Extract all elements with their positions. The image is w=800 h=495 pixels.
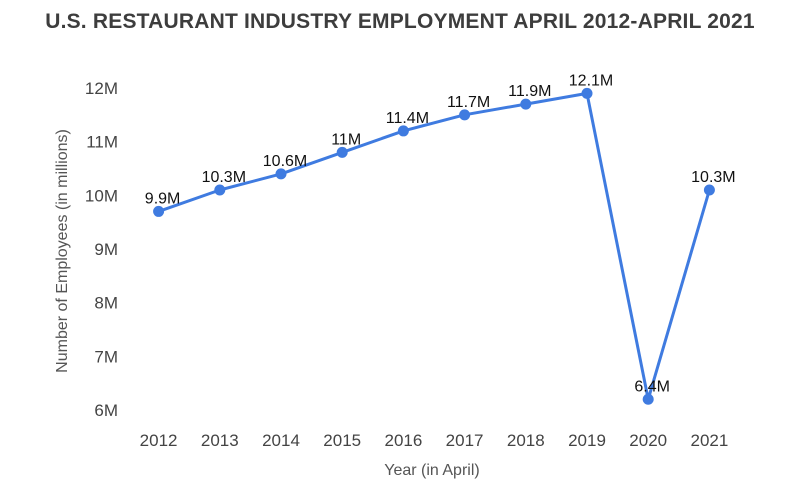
data-label: 10.3M: [202, 169, 246, 186]
x-tick-label: 2016: [384, 431, 422, 450]
data-point: [275, 168, 287, 180]
data-label: 11M: [331, 131, 361, 148]
data-point: [397, 125, 409, 137]
x-tick-label: 2019: [568, 431, 606, 450]
x-tick-label: 2018: [507, 431, 545, 450]
data-label: 11.7M: [447, 94, 490, 111]
x-tick-label: 2015: [323, 431, 361, 450]
x-tick-label: 2020: [629, 431, 667, 450]
series-employment: [153, 87, 715, 405]
data-point: [642, 393, 654, 405]
x-tick-label: 2014: [262, 431, 300, 450]
y-axis: 6M 7M 8M 9M 10M 11M 12M: [85, 79, 118, 420]
y-tick-label: 6M: [94, 401, 118, 420]
x-axis-label: Year (in April): [384, 462, 479, 479]
data-label: 10.6M: [263, 153, 307, 170]
data-labels: 9.9M 10.3M 10.6M 11M 11.4M 11.7M 11.9M 12.1M 6.4…: [145, 72, 736, 395]
y-tick-label: 9M: [94, 240, 118, 259]
data-point: [214, 184, 226, 196]
data-point: [581, 87, 593, 99]
data-label: 6.4M: [634, 378, 670, 395]
x-tick-label: 2021: [690, 431, 728, 450]
data-label: 12.1M: [569, 72, 613, 89]
y-tick-label: 7M: [94, 347, 118, 366]
data-point: [520, 98, 532, 110]
chart-title: U.S. RESTAURANT INDUSTRY EMPLOYMENT APRI…: [45, 10, 755, 33]
y-tick-label: 11M: [86, 133, 118, 152]
series-line: [158, 91, 711, 401]
data-label: 10.3M: [691, 169, 735, 186]
x-tick-label: 2017: [446, 431, 484, 450]
data-label: 11.9M: [508, 83, 551, 100]
data-label: 9.9M: [145, 190, 181, 207]
y-tick-label: 12M: [85, 79, 118, 98]
x-tick-label: 2013: [201, 431, 239, 450]
y-tick-label: 10M: [85, 186, 118, 205]
data-label: 11.4M: [386, 110, 429, 127]
x-axis: 2012 2013 2014 2015 2016 2017 2018 2019 2020 2021: [140, 431, 729, 450]
y-axis-label: Number of Employees (in millions): [54, 129, 71, 373]
data-point: [703, 184, 715, 196]
data-point: [459, 109, 471, 121]
data-point: [336, 146, 348, 158]
data-point: [153, 205, 165, 217]
x-tick-label: 2012: [140, 431, 178, 450]
y-tick-label: 8M: [94, 294, 118, 313]
